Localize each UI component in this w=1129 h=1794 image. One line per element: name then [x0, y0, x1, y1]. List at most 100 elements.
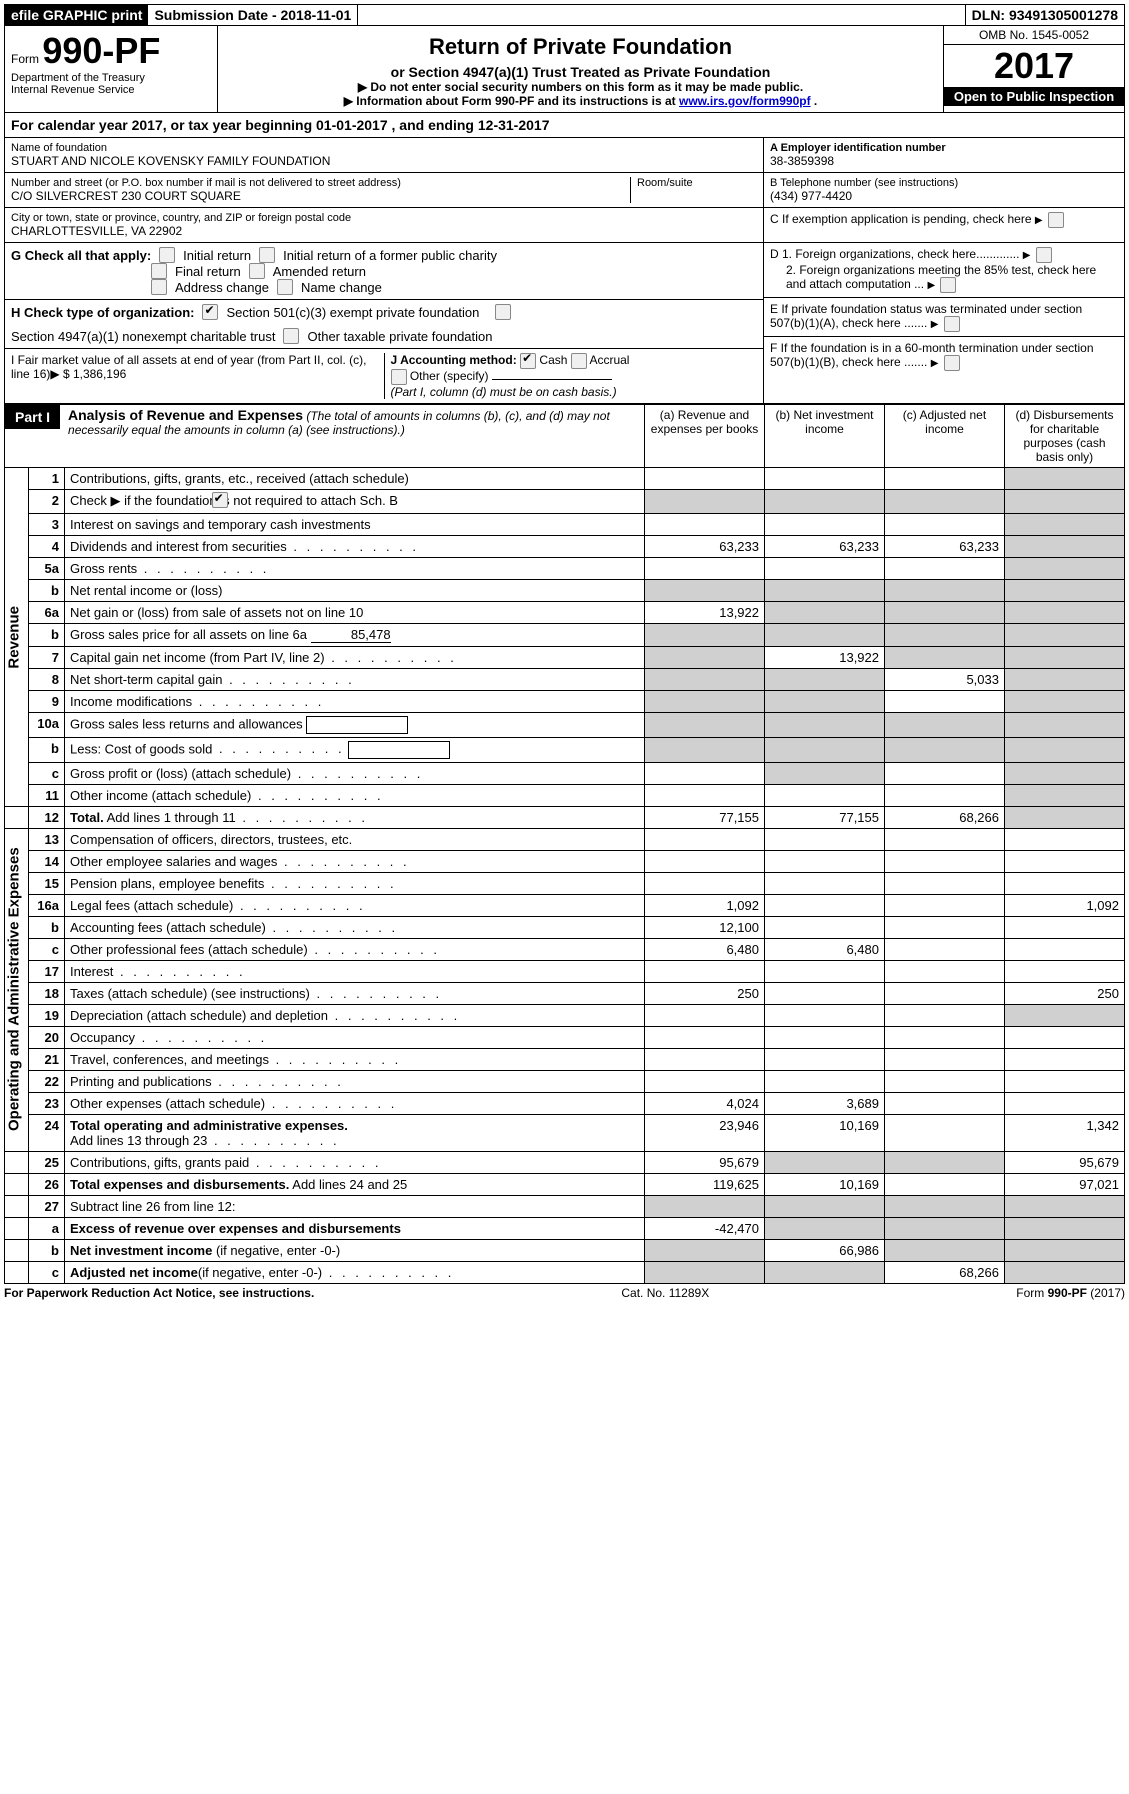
- table-row: 22Printing and publications: [5, 1070, 1125, 1092]
- calendar-year-row: For calendar year 2017, or tax year begi…: [4, 113, 1125, 138]
- ein: 38-3859398: [770, 154, 1118, 168]
- table-row: 19Depreciation (attach schedule) and dep…: [5, 1004, 1125, 1026]
- lineno: 14: [29, 850, 65, 872]
- checkbox-schb[interactable]: [212, 492, 228, 508]
- table-row: bLess: Cost of goods sold: [5, 737, 1125, 762]
- line-desc: Accounting fees (attach schedule): [65, 916, 645, 938]
- line-desc: Check ▶ if the foundation is not require…: [65, 490, 645, 514]
- checkbox-final[interactable]: [151, 263, 167, 279]
- h-opt-3: Other taxable private foundation: [307, 329, 492, 344]
- inline-box: [306, 716, 408, 734]
- checkbox-name[interactable]: [277, 279, 293, 295]
- checkbox-initial[interactable]: [159, 247, 175, 263]
- lineno: 2: [29, 490, 65, 514]
- cal-mid: , and ending: [392, 117, 478, 133]
- j-cell: J Accounting method: Cash Accrual Other …: [385, 353, 758, 399]
- checkbox-d1[interactable]: [1036, 247, 1052, 263]
- h-label: H Check type of organization:: [11, 305, 194, 320]
- checkbox-f[interactable]: [944, 355, 960, 371]
- checkbox-501c3[interactable]: [202, 304, 218, 320]
- line-desc: Compensation of officers, directors, tru…: [65, 828, 645, 850]
- i-cell: I Fair market value of all assets at end…: [11, 353, 385, 399]
- lineno: 5a: [29, 557, 65, 579]
- checkbox-amended[interactable]: [249, 263, 265, 279]
- table-row: cAdjusted net income(if negative, enter …: [5, 1261, 1125, 1283]
- line-desc: Pension plans, employee benefits: [65, 872, 645, 894]
- street-label: Number and street (or P.O. box number if…: [11, 177, 624, 189]
- table-row: 5aGross rents: [5, 557, 1125, 579]
- def-right: D 1. Foreign organizations, check here..…: [764, 243, 1124, 403]
- g-opt-0: Initial return: [183, 248, 251, 263]
- checkbox-accrual[interactable]: [571, 353, 587, 369]
- ij-row: I Fair market value of all assets at end…: [5, 349, 763, 403]
- lineno: 1: [29, 468, 65, 490]
- table-row: 2Check ▶ if the foundation is not requir…: [5, 490, 1125, 514]
- g-label: G Check all that apply:: [11, 248, 151, 263]
- lineno: 25: [29, 1151, 65, 1173]
- table-row: bAccounting fees (attach schedule)12,100: [5, 916, 1125, 938]
- checkbox-initial-former[interactable]: [259, 247, 275, 263]
- table-row: 3Interest on savings and temporary cash …: [5, 513, 1125, 535]
- j-accrual: Accrual: [589, 353, 629, 367]
- j-other: Other (specify): [410, 369, 489, 383]
- checkbox-other-foundation[interactable]: [283, 328, 299, 344]
- cal-end: 12-31-2017: [478, 117, 550, 133]
- col-d-header: (d) Disbursements for charitable purpose…: [1005, 405, 1125, 468]
- cal-prefix: For calendar year 2017, or tax year begi…: [11, 117, 316, 133]
- city: CHARLOTTESVILLE, VA 22902: [11, 224, 757, 238]
- line6b-value: 85,478: [311, 627, 391, 643]
- part1-table: Part I Analysis of Revenue and Expenses …: [4, 404, 1125, 1284]
- h-row: H Check type of organization: Section 50…: [5, 300, 763, 349]
- lineno: b: [29, 1239, 65, 1261]
- irs-link[interactable]: www.irs.gov/form990pf: [679, 94, 811, 108]
- e-cell: E If private foundation status was termi…: [764, 298, 1124, 337]
- submission-date: Submission Date - 2018-11-01: [148, 5, 357, 25]
- table-row: 11Other income (attach schedule): [5, 784, 1125, 806]
- table-row: 7Capital gain net income (from Part IV, …: [5, 646, 1125, 668]
- table-row: 24Total operating and administrative exp…: [5, 1114, 1125, 1151]
- checkbox-d2[interactable]: [940, 277, 956, 293]
- lineno: c: [29, 1261, 65, 1283]
- checkbox-c[interactable]: [1048, 212, 1064, 228]
- c-cell: C If exemption application is pending, c…: [764, 208, 1124, 232]
- lineno: 15: [29, 872, 65, 894]
- checkbox-cash[interactable]: [520, 353, 536, 369]
- line-desc: Printing and publications: [65, 1070, 645, 1092]
- line-desc: Gross profit or (loss) (attach schedule): [65, 762, 645, 784]
- lineno: b: [29, 579, 65, 601]
- table-row: 4Dividends and interest from securities6…: [5, 535, 1125, 557]
- h-opt-2: Section 4947(a)(1) nonexempt charitable …: [11, 329, 275, 344]
- g-opt-1: Initial return of a former public charit…: [283, 248, 497, 263]
- line-desc: Taxes (attach schedule) (see instruction…: [65, 982, 645, 1004]
- other-specify-input[interactable]: [492, 379, 612, 380]
- h-opt-1: Section 501(c)(3) exempt private foundat…: [226, 305, 479, 320]
- lineno: 7: [29, 646, 65, 668]
- lineno: 23: [29, 1092, 65, 1114]
- checkbox-other-method[interactable]: [391, 369, 407, 385]
- table-row: cOther professional fees (attach schedul…: [5, 938, 1125, 960]
- line-desc: Contributions, gifts, grants, etc., rece…: [65, 468, 645, 490]
- checkbox-4947[interactable]: [495, 304, 511, 320]
- note-info-suffix: .: [814, 94, 817, 108]
- name-label: Name of foundation: [11, 142, 757, 154]
- room-label: Room/suite: [637, 177, 757, 189]
- table-row: 8Net short-term capital gain5,033: [5, 668, 1125, 690]
- phone-label: B Telephone number (see instructions): [770, 177, 1118, 189]
- checkbox-address[interactable]: [151, 279, 167, 295]
- expenses-label: Operating and Administrative Expenses: [5, 828, 29, 1151]
- arrow-icon: [1035, 212, 1045, 226]
- lineno: 6a: [29, 601, 65, 623]
- line-desc: Dividends and interest from securities: [65, 535, 645, 557]
- title-box: Return of Private Foundation or Section …: [218, 26, 943, 112]
- footer-center: Cat. No. 11289X: [621, 1286, 709, 1300]
- table-row: 16aLegal fees (attach schedule)1,0921,09…: [5, 894, 1125, 916]
- lineno: 27: [29, 1195, 65, 1217]
- line-desc: Income modifications: [65, 690, 645, 712]
- table-row: cGross profit or (loss) (attach schedule…: [5, 762, 1125, 784]
- checkbox-e[interactable]: [944, 316, 960, 332]
- phone-cell: B Telephone number (see instructions) (4…: [764, 173, 1124, 208]
- lineno: 26: [29, 1173, 65, 1195]
- inline-box: [348, 741, 450, 759]
- table-row: 10aGross sales less returns and allowanc…: [5, 712, 1125, 737]
- city-label: City or town, state or province, country…: [11, 212, 757, 224]
